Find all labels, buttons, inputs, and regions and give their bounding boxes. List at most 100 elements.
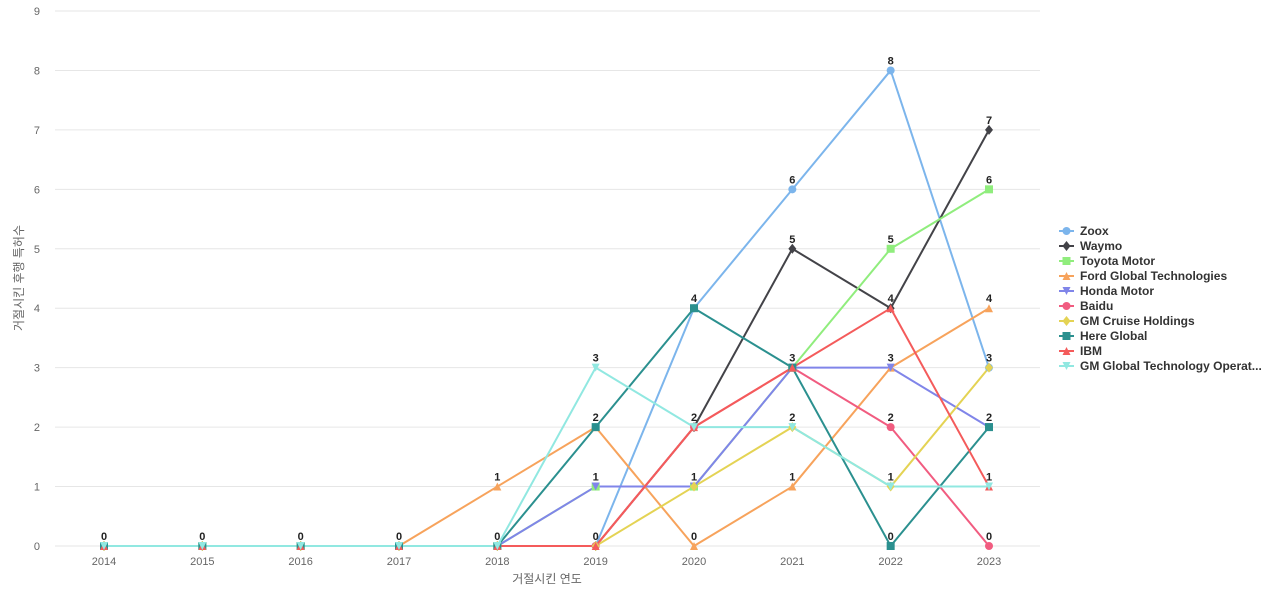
data-label: 2 (986, 412, 992, 424)
data-label: 3 (593, 353, 599, 365)
x-tick-label: 2015 (190, 556, 214, 568)
y-tick-label: 5 (34, 244, 40, 256)
data-label: 6 (986, 174, 992, 186)
data-point-gm-global-technology-operat[interactable] (296, 542, 305, 550)
data-point-gm-global-technology-operat[interactable] (690, 423, 698, 432)
data-point-here-global[interactable] (985, 423, 993, 432)
data-point-gm-global-technology-operat[interactable] (493, 542, 502, 550)
data-point-ford-global-technologies[interactable] (985, 304, 993, 313)
legend-label: Waymo (1080, 239, 1122, 253)
data-point-here-global[interactable] (690, 304, 698, 313)
legend-marker (1062, 347, 1071, 355)
data-point-ford-global-technologies[interactable] (690, 542, 698, 550)
legend-item-ibm[interactable]: IBM (1059, 344, 1102, 358)
legend-marker (1062, 302, 1071, 310)
grid-lines (55, 10, 1040, 547)
legend-label: Ford Global Technologies (1080, 269, 1227, 283)
legend-label: Here Global (1080, 329, 1147, 343)
data-point-gm-global-technology-operat[interactable] (100, 542, 108, 550)
data-point-toyota-motor[interactable] (985, 185, 993, 194)
data-label: 1 (888, 472, 894, 484)
y-tick-label: 4 (34, 303, 40, 315)
y-tick-label: 1 (34, 482, 40, 494)
data-point-honda-motor[interactable] (591, 482, 600, 491)
data-point-ibm[interactable] (788, 363, 797, 372)
data-point-baidu[interactable] (985, 542, 993, 550)
x-axis-title: 거절시킨 연도 (512, 572, 582, 586)
data-point-gm-global-technology-operat[interactable] (788, 423, 797, 432)
y-axis-ticks: 0 1 2 3 4 5 6 7 8 9 (34, 6, 40, 553)
data-point-waymo[interactable] (985, 124, 993, 135)
legend-marker (1062, 227, 1071, 235)
y-tick-label: 6 (34, 184, 40, 196)
data-point-zoox[interactable] (788, 185, 797, 194)
data-point-ibm[interactable] (886, 304, 895, 313)
data-label: 0 (593, 531, 599, 543)
data-label: 0 (298, 531, 304, 543)
data-label: 0 (691, 531, 697, 543)
x-tick-label: 2020 (682, 556, 706, 568)
y-tick-label: 8 (34, 65, 40, 77)
data-label: 1 (691, 472, 697, 484)
data-label: 0 (986, 531, 992, 543)
data-label: 1 (789, 472, 795, 484)
data-point-gm-global-technology-operat[interactable] (886, 482, 895, 491)
data-point-gm-global-technology-operat[interactable] (395, 542, 403, 550)
data-point-here-global[interactable] (591, 423, 600, 432)
data-point-ford-global-technologies[interactable] (788, 482, 797, 491)
data-label: 2 (789, 412, 795, 424)
data-label: 4 (986, 293, 993, 305)
data-point-gm-cruise-holdings[interactable] (690, 481, 698, 492)
legend-item-toyota-motor[interactable]: Toyota Motor (1059, 254, 1155, 268)
data-label: 3 (888, 353, 894, 365)
data-label: 3 (789, 353, 795, 365)
data-label: 2 (691, 412, 697, 424)
data-point-ibm[interactable] (591, 542, 600, 550)
data-point-toyota-motor[interactable] (886, 244, 895, 253)
y-tick-label: 3 (34, 363, 40, 375)
data-point-here-global[interactable] (886, 542, 895, 550)
legend-item-ford-global-technologies[interactable]: Ford Global Technologies (1059, 269, 1227, 283)
legend-item-zoox[interactable]: Zoox (1059, 224, 1109, 238)
data-point-gm-global-technology-operat[interactable] (985, 482, 993, 491)
legend-item-honda-motor[interactable]: Honda Motor (1059, 284, 1154, 298)
data-point-gm-global-technology-operat[interactable] (198, 542, 207, 550)
data-label: 6 (789, 174, 795, 186)
x-tick-label: 2022 (878, 556, 902, 568)
data-label: 2 (593, 412, 599, 424)
legend-label: Baidu (1080, 299, 1113, 313)
legend-marker (1062, 241, 1071, 251)
legend-item-baidu[interactable]: Baidu (1059, 299, 1113, 313)
legend-label: IBM (1080, 344, 1102, 358)
x-tick-label: 2021 (780, 556, 804, 568)
data-point-zoox[interactable] (886, 66, 895, 75)
data-point-gm-global-technology-operat[interactable] (591, 363, 600, 372)
legend-label: GM Global Technology Operat... (1080, 359, 1262, 373)
legend-marker (1062, 332, 1071, 340)
legend-item-gm-global-technology-operat[interactable]: GM Global Technology Operat... (1059, 359, 1262, 373)
data-point-gm-cruise-holdings[interactable] (985, 362, 993, 373)
data-point-ford-global-technologies[interactable] (493, 482, 502, 491)
legend-item-waymo[interactable]: Waymo (1059, 239, 1122, 253)
data-label: 0 (494, 531, 500, 543)
y-tick-label: 0 (34, 541, 40, 553)
series-line-gm-global-technology-operat[interactable] (104, 366, 989, 547)
data-label: 3 (986, 353, 992, 365)
legend-marker (1062, 287, 1071, 295)
data-point-waymo[interactable] (788, 243, 797, 254)
x-tick-label: 2017 (387, 556, 411, 568)
series-markers (100, 66, 993, 551)
legend-marker (1062, 257, 1071, 265)
legend-item-gm-cruise-holdings[interactable]: GM Cruise Holdings (1059, 314, 1195, 328)
data-label: 0 (888, 531, 894, 543)
data-point-honda-motor[interactable] (886, 363, 895, 372)
x-tick-label: 2023 (977, 556, 1001, 568)
data-point-baidu[interactable] (886, 423, 895, 432)
data-label: 0 (396, 531, 402, 543)
legend-item-here-global[interactable]: Here Global (1059, 329, 1147, 343)
data-label: 8 (888, 55, 894, 67)
legend-marker (1062, 316, 1071, 326)
y-tick-label: 9 (34, 6, 40, 18)
